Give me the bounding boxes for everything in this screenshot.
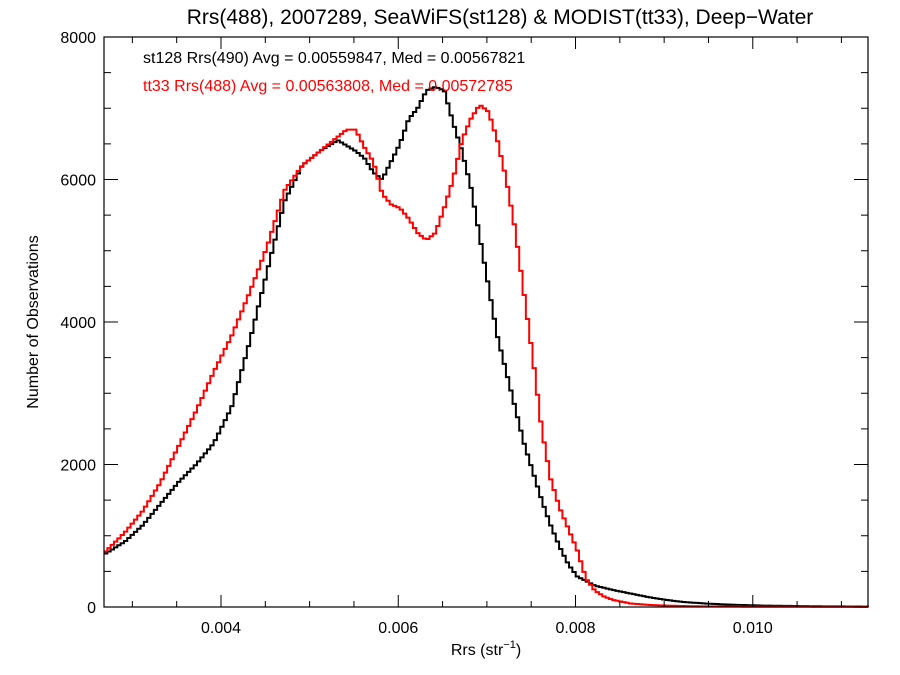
y-axis-label: Number of Observations: [25, 235, 42, 408]
series-layer: [104, 86, 869, 608]
annotation-tt33: tt33 Rrs(488) Avg = 0.00563808, Med = 0.…: [143, 78, 513, 95]
x-axis-label-close: ): [516, 642, 521, 659]
x-axis-label-superscript: −1: [503, 639, 516, 651]
x-axis-label-main: Rrs (str: [451, 642, 504, 659]
x-axis-label: Rrs (str−1): [451, 639, 521, 659]
series-line-0: [104, 86, 869, 608]
annotation-st128: st128 Rrs(490) Avg = 0.00559847, Med = 0…: [143, 50, 525, 67]
y-tick-label: 6000: [60, 173, 96, 190]
y-tick-label: 0: [87, 600, 96, 617]
x-tick-label: 0.006: [378, 620, 418, 637]
y-tick-label: 4000: [60, 315, 96, 332]
chart-title: Rrs(488), 2007289, SeaWiFS(st128) & MODI…: [187, 6, 814, 29]
series-line-1: [104, 104, 869, 608]
y-tick-label: 2000: [60, 458, 96, 475]
y-tick-label: 8000: [60, 30, 96, 47]
tick-layer: 0.004 0.006 0.008 0.010 0 2000 4000 6000 8000: [60, 30, 868, 637]
plot-frame: [103, 36, 869, 608]
x-tick-label: 0.010: [733, 620, 773, 637]
x-tick-label: 0.004: [201, 620, 241, 637]
x-tick-label: 0.008: [555, 620, 595, 637]
